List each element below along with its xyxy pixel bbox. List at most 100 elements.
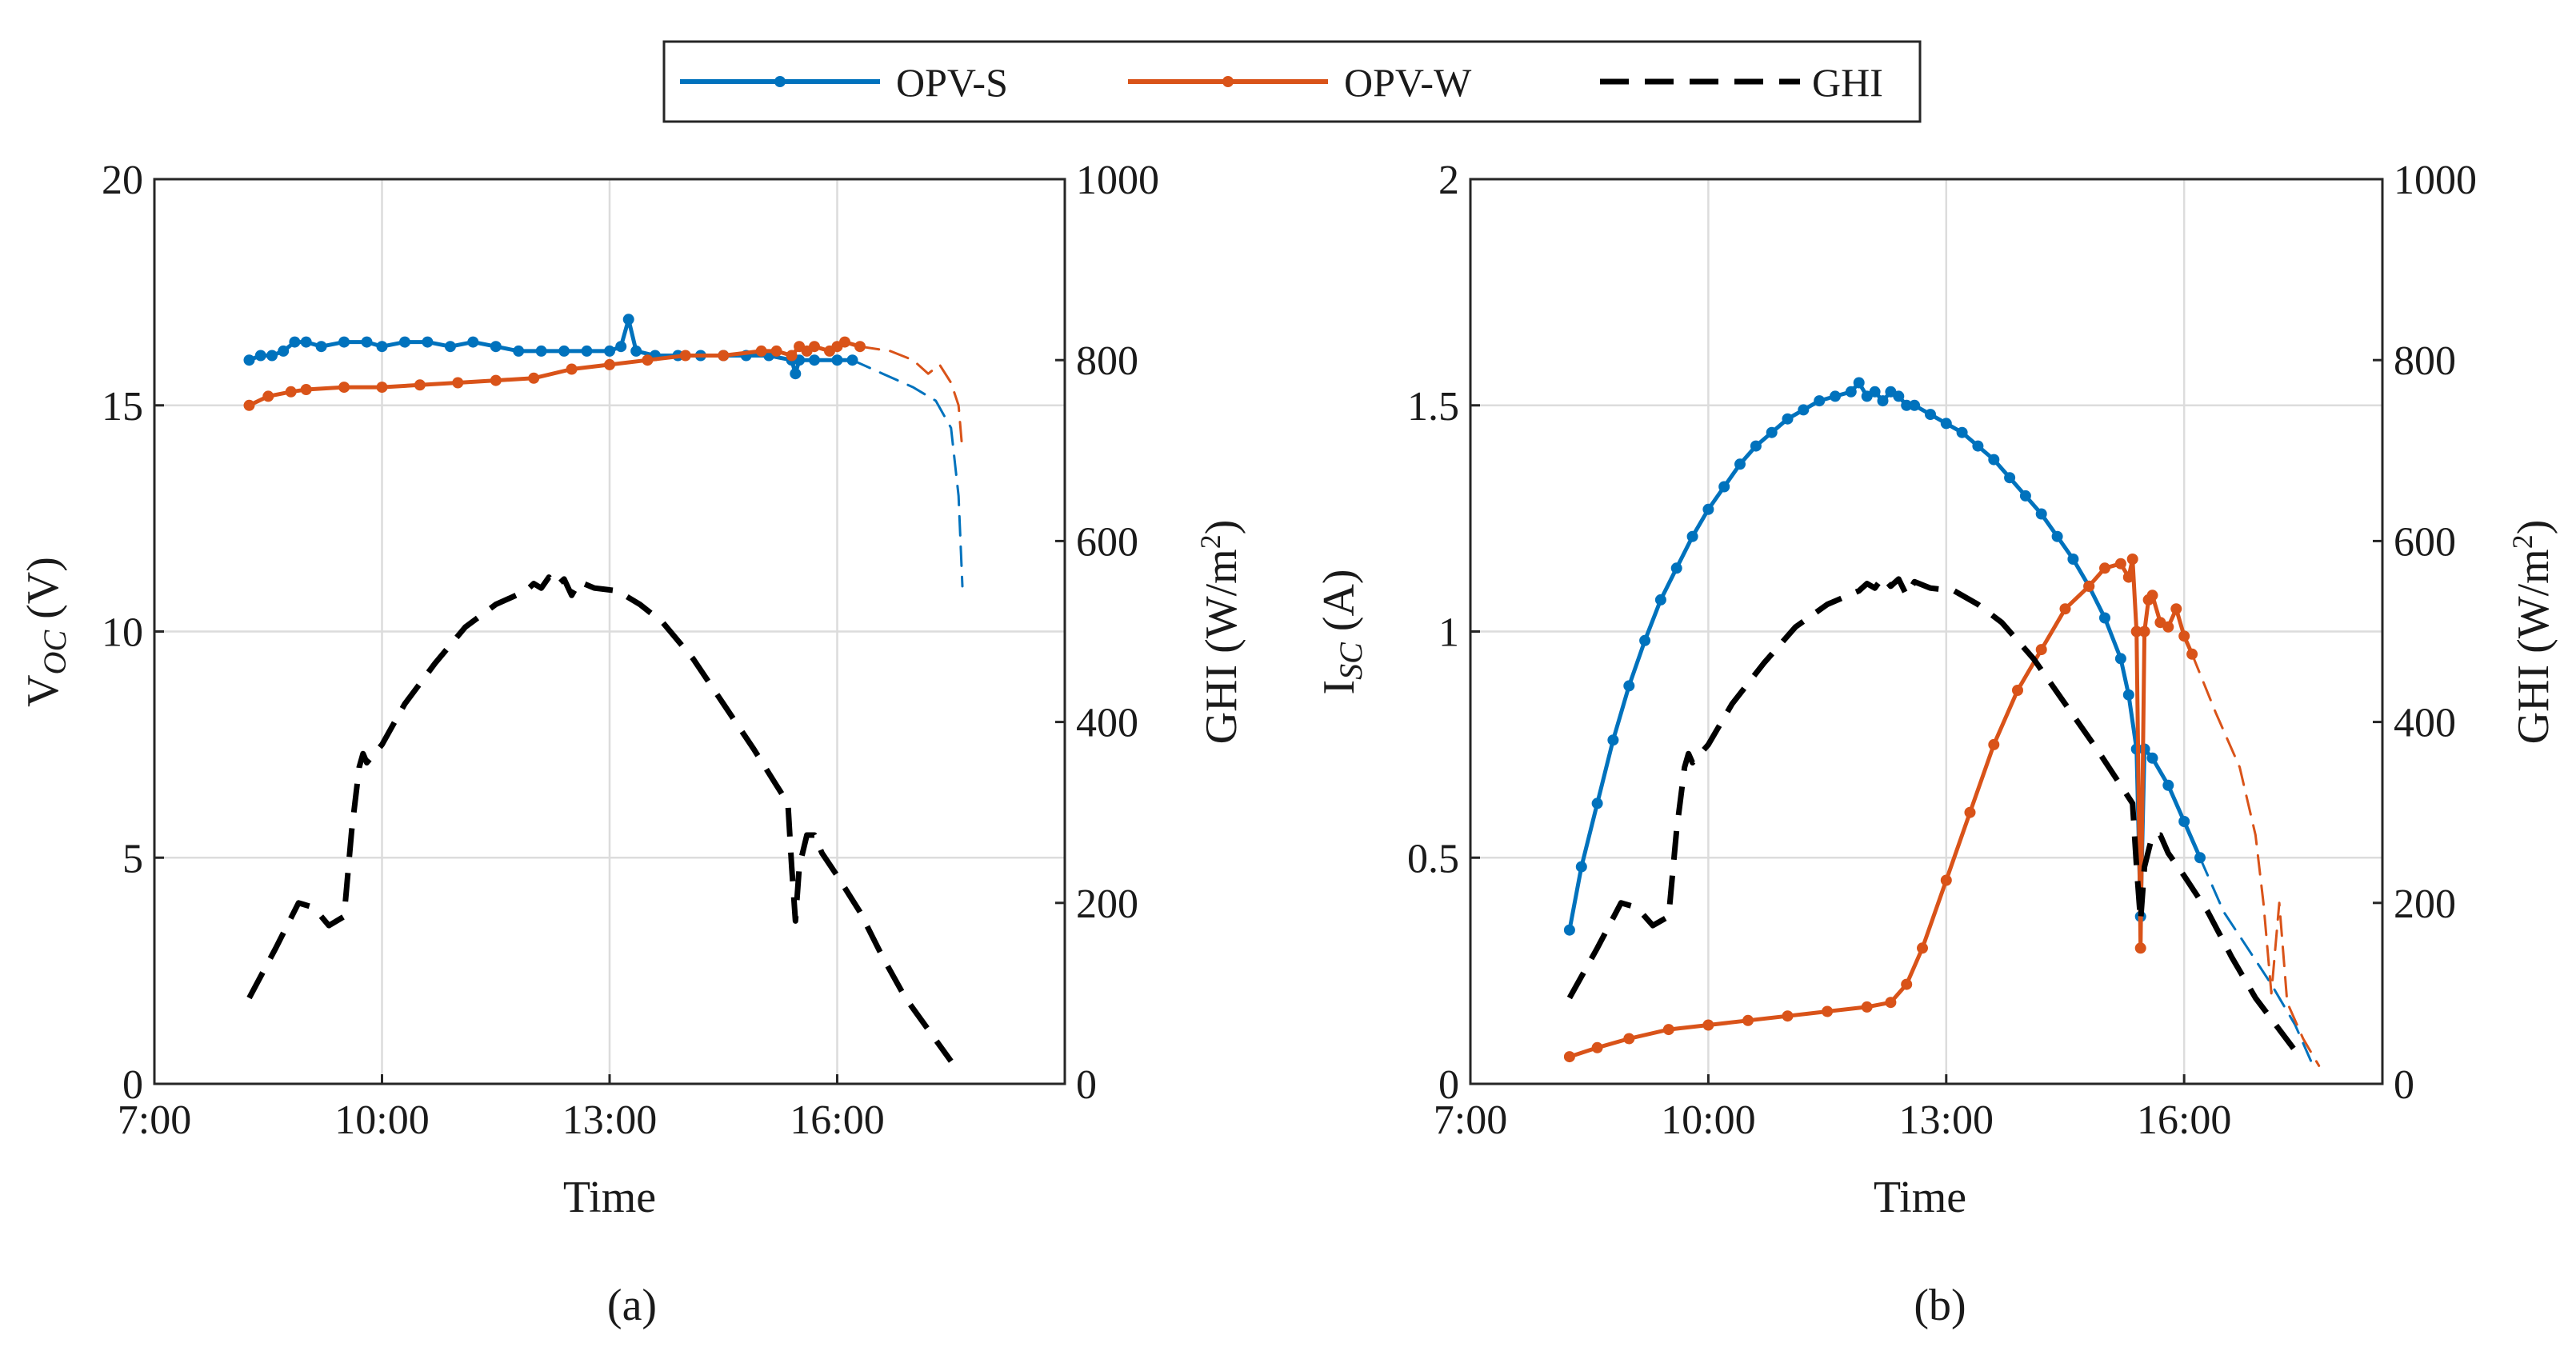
series-point-b-opv-w-12 bbox=[1940, 874, 1952, 886]
y-axis-title-left-b-main: I bbox=[1314, 680, 1364, 695]
y-tick-label-right-b-4: 800 bbox=[2394, 338, 2456, 384]
y-tick-label-left-b-1: 0.5 bbox=[1407, 836, 1459, 881]
y-tick-label-left-b-3: 1.5 bbox=[1407, 384, 1459, 430]
series-point-b-opv-w-4 bbox=[1702, 1019, 1714, 1031]
y-tick-label-right-b-2: 400 bbox=[2394, 701, 2456, 746]
x-tick-label-a-1: 10:00 bbox=[334, 1097, 429, 1143]
series-point-b-opv-s-5 bbox=[1639, 634, 1651, 646]
y-tick-label-right-b-0: 0 bbox=[2394, 1062, 2414, 1108]
series-point-b-opv-s-34 bbox=[2035, 508, 2047, 520]
y-axis-title-left-a-unit: (V) bbox=[18, 557, 68, 630]
y-tick-label-right-a-2: 400 bbox=[1076, 701, 1138, 746]
series-point-b-opv-s-44 bbox=[2146, 752, 2158, 764]
series-point-b-opv-w-13 bbox=[1964, 806, 1976, 818]
series-line-b-opv-w-tail bbox=[2190, 653, 2321, 1067]
series-point-b-opv-s-29 bbox=[1956, 426, 1968, 438]
series-point-b-opv-s-25 bbox=[1901, 399, 1913, 411]
series-point-a-opv-s-22 bbox=[630, 345, 642, 357]
series-point-b-opv-w-3 bbox=[1662, 1024, 1674, 1036]
series-point-b-opv-s-40 bbox=[2122, 689, 2134, 701]
series-point-b-opv-w-7 bbox=[1822, 1005, 1834, 1017]
x-tick-label-b-3: 16:00 bbox=[2137, 1097, 2231, 1143]
series-point-a-opv-w-4 bbox=[338, 382, 350, 394]
series-point-b-opv-s-0 bbox=[1563, 924, 1575, 936]
series-point-a-opv-w-14 bbox=[718, 350, 730, 362]
series-line-a-ghi bbox=[246, 574, 954, 1063]
series-point-b-opv-w-19 bbox=[2099, 562, 2110, 574]
legend-item-ghi: GHI bbox=[1600, 60, 1883, 105]
series-point-b-opv-s-38 bbox=[2099, 612, 2110, 624]
y-axis-title-left-b-sub: SC bbox=[1333, 642, 1369, 680]
ticks-a: 7:00 10:00 13:00 16:00051015200200400600800… bbox=[102, 158, 1159, 1143]
y-axis-title-left-a: VOC (V) bbox=[18, 557, 73, 707]
series-point-a-opv-s-33 bbox=[831, 354, 843, 366]
y-tick-label-left-a-0: 0 bbox=[122, 1062, 143, 1108]
series-point-a-opv-w-13 bbox=[679, 350, 691, 362]
y-tick-label-right-b-3: 600 bbox=[2394, 519, 2456, 565]
y-tick-label-left-b-0: 0 bbox=[1438, 1062, 1459, 1108]
series-point-b-opv-w-29 bbox=[2162, 621, 2174, 633]
series-point-b-opv-s-13 bbox=[1766, 426, 1778, 438]
series-point-a-opv-w-2 bbox=[285, 386, 297, 398]
series-point-a-opv-s-10 bbox=[399, 336, 410, 348]
series-point-b-opv-s-10 bbox=[1718, 481, 1730, 493]
series-point-a-opv-w-10 bbox=[566, 363, 578, 375]
y-axis-title-right-b-tail: ) bbox=[2509, 520, 2558, 535]
y-tick-label-right-a-4: 800 bbox=[1076, 338, 1138, 384]
y-tick-label-right-b-1: 200 bbox=[2394, 881, 2456, 927]
panel-label-b: (b) bbox=[1914, 1281, 1966, 1330]
y-tick-label-right-a-0: 0 bbox=[1076, 1062, 1097, 1108]
legend-marker-opv-w bbox=[1222, 76, 1234, 87]
series-point-b-opv-s-24 bbox=[1893, 390, 1905, 402]
series-point-b-opv-w-10 bbox=[1901, 978, 1913, 990]
series-point-b-opv-s-26 bbox=[1909, 399, 1921, 411]
x-tick-label-a-3: 16:00 bbox=[790, 1097, 884, 1143]
series-point-b-opv-w-14 bbox=[1988, 738, 2000, 750]
series-point-b-opv-w-15 bbox=[2012, 685, 2023, 696]
series-point-a-opv-s-14 bbox=[490, 341, 502, 353]
series-point-b-opv-w-24 bbox=[2134, 942, 2146, 954]
y-tick-label-right-a-5: 1000 bbox=[1076, 158, 1159, 203]
y-axis-title-right-a-sup: 2 bbox=[1194, 534, 1226, 549]
y-axis-title-left-a-main: V bbox=[18, 674, 68, 706]
series-point-a-opv-s-17 bbox=[558, 345, 570, 357]
chart-panel-a: 7:00 10:00 13:00 16:00051015200200400600800… bbox=[18, 158, 1246, 1330]
y-axis-title-right-b: GHI (W/m2) bbox=[2506, 520, 2558, 745]
plot-lines-b bbox=[1563, 377, 2321, 1067]
series-point-b-opv-s-17 bbox=[1830, 390, 1841, 402]
series-point-b-opv-w-0 bbox=[1563, 1051, 1575, 1063]
series-point-b-opv-w-11 bbox=[1917, 942, 1928, 954]
series-point-b-opv-s-36 bbox=[2067, 554, 2079, 565]
y-tick-label-left-a-4: 20 bbox=[102, 158, 143, 203]
series-point-b-opv-s-4 bbox=[1623, 680, 1635, 692]
series-point-a-opv-s-4 bbox=[289, 336, 301, 348]
legend-label-opv-s: OPV-S bbox=[896, 60, 1008, 105]
y-tick-label-left-a-3: 15 bbox=[102, 384, 143, 430]
series-point-a-opv-s-5 bbox=[300, 336, 312, 348]
x-axis-title-b: Time bbox=[1874, 1173, 1966, 1222]
series-point-b-opv-s-16 bbox=[1814, 395, 1826, 407]
grid-a bbox=[154, 179, 1065, 1084]
series-point-a-opv-w-15 bbox=[755, 345, 767, 357]
y-axis-title-right-a-tail: ) bbox=[1197, 520, 1246, 535]
legend: OPV-S OPV-W GHI bbox=[662, 40, 1922, 123]
series-point-b-opv-w-25 bbox=[2138, 626, 2150, 638]
series-point-a-opv-s-12 bbox=[444, 341, 456, 353]
series-point-b-opv-s-33 bbox=[2019, 490, 2031, 502]
series-point-b-opv-w-9 bbox=[1885, 997, 1897, 1009]
series-point-b-opv-s-18 bbox=[1845, 386, 1857, 398]
series-point-a-opv-w-17 bbox=[786, 350, 798, 362]
series-point-a-opv-s-0 bbox=[243, 354, 255, 366]
series-point-b-opv-s-14 bbox=[1782, 413, 1794, 425]
y-axis-title-right-b-sup: 2 bbox=[2506, 534, 2538, 549]
series-point-b-opv-s-45 bbox=[2162, 779, 2174, 791]
series-point-b-opv-w-1 bbox=[1591, 1041, 1603, 1053]
x-tick-label-a-0: 7:00 bbox=[118, 1097, 191, 1143]
y-axis-title-left-a-sub: OC bbox=[37, 630, 73, 675]
series-point-a-opv-s-8 bbox=[361, 336, 373, 348]
series-point-b-opv-w-30 bbox=[2170, 603, 2182, 615]
y-axis-title-left-b: ISC (A) bbox=[1314, 569, 1369, 694]
series-point-a-opv-w-7 bbox=[452, 377, 464, 389]
x-axis-title-a: Time bbox=[563, 1173, 656, 1222]
